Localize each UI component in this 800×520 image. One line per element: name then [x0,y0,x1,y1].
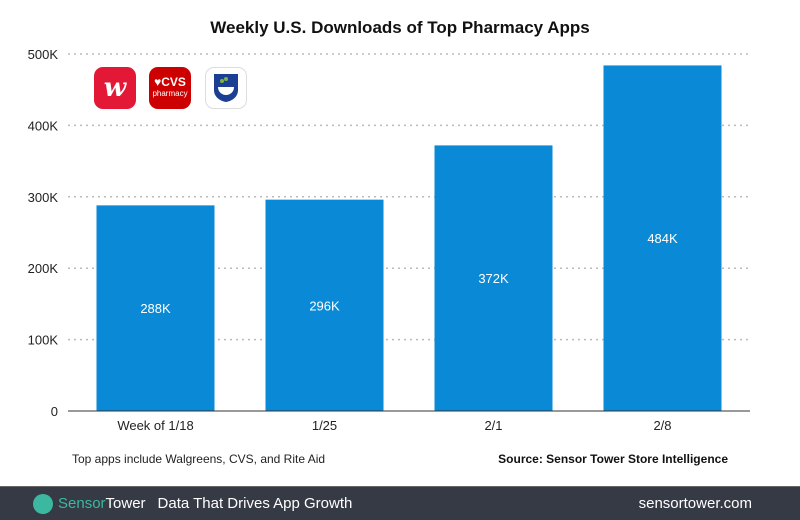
bar [96,205,215,411]
y-tick-label: 200K [28,261,59,276]
y-tick-label: 400K [28,118,59,133]
bar [434,145,553,411]
rite-aid-logo [205,67,247,109]
footnote: Top apps include Walgreens, CVS, and Rit… [72,452,326,466]
brand-part-2: Tower [105,495,146,512]
tagline: Data That Drives App Growth [157,495,353,512]
chart-title: Weekly U.S. Downloads of Top Pharmacy Ap… [210,18,590,37]
footer-bar: SensorTower Data That Drives App Growth … [0,486,800,520]
y-tick-label: 300K [28,190,59,205]
cvs-logo: ♥CVS pharmacy [149,67,191,109]
y-tick-label: 100K [28,333,59,348]
data-label: 484K [647,231,678,246]
sensortower-logo-icon [33,493,53,514]
brand-name: SensorTower [58,495,146,512]
y-tick-label: 0 [51,404,58,419]
data-label: 288K [140,301,171,316]
footer-url[interactable]: sensortower.com [638,495,752,512]
x-tick-label: Week of 1/18 [117,418,193,433]
source-label: Source: Sensor Tower Store Intelligence [498,452,728,466]
walgreens-logo: w [94,67,136,109]
bar-chart: 0 100K 200K 300K 400K 500K 288K Week of 1/18 296… [28,47,750,433]
y-tick-label: 500K [28,47,59,62]
data-label: 372K [478,271,509,286]
bar [603,65,722,411]
bar [265,199,384,411]
x-tick-label: 2/8 [653,418,671,433]
brand-part-1: Sensor [58,495,106,512]
data-label: 296K [309,298,340,313]
x-tick-label: 1/25 [312,418,337,433]
x-tick-label: 2/1 [484,418,502,433]
